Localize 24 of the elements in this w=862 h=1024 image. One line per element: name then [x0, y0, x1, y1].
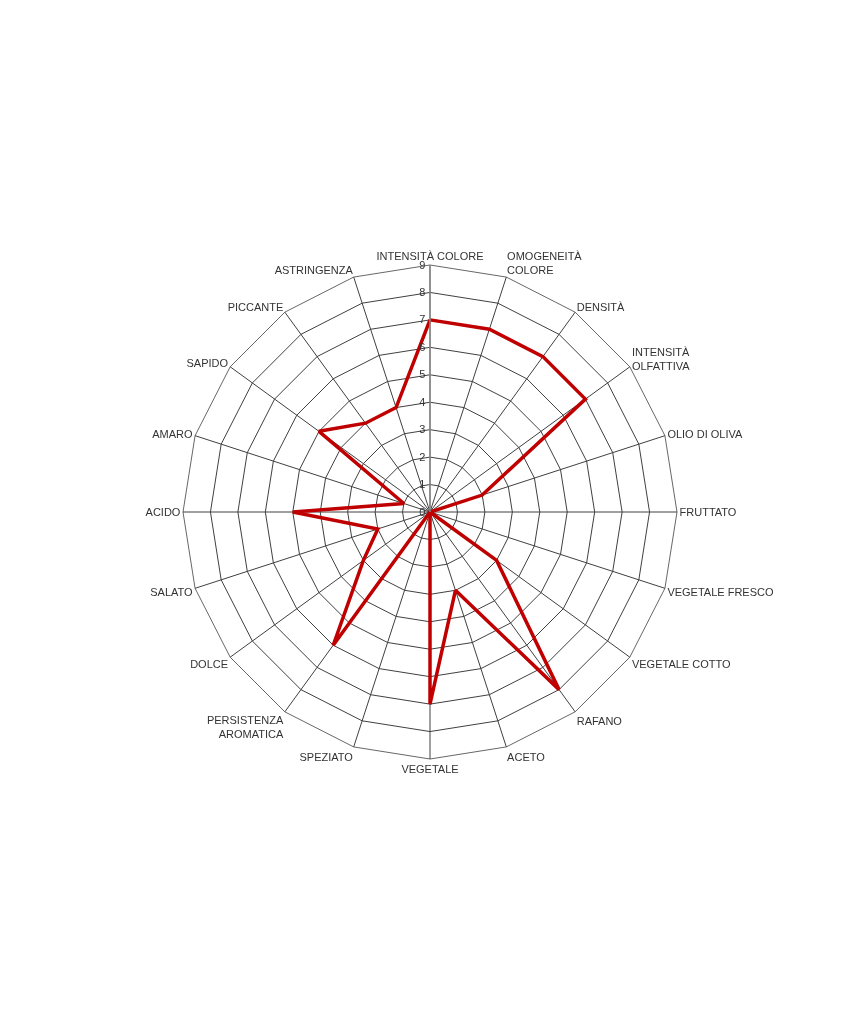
spoke-label: ACETO: [507, 751, 546, 764]
spoke-label: AMARO: [152, 427, 194, 440]
spoke-label: VEGETALE FRESCO: [667, 586, 774, 599]
spoke-label: PERSISTENZA AROMATICA: [206, 713, 284, 741]
spoke-label: SALATO: [150, 586, 194, 599]
spoke-label: RAFANO: [576, 715, 623, 728]
spoke-label: INTENSITÀ OLFATTIVA: [631, 345, 691, 373]
y-tick-label: 3: [419, 423, 426, 436]
spoke-label: SAPIDO: [186, 357, 229, 370]
y-tick-label: 1: [419, 478, 426, 491]
spoke-label: SPEZIATO: [299, 751, 354, 764]
spoke-label: DOLCE: [190, 658, 229, 671]
spoke-label: OMOGENEITÀ COLORE: [507, 249, 583, 277]
y-tick-label: 5: [419, 368, 426, 381]
spoke-label: VEGETALE: [401, 762, 459, 775]
spoke-label: OLIO DI OLIVA: [667, 427, 744, 440]
spoke-label: PICCANTE: [227, 300, 284, 313]
spoke-label: DENSITÀ: [576, 300, 626, 313]
spoke-label: ASTRINGENZA: [274, 263, 354, 276]
y-tick-label: 6: [419, 340, 426, 353]
spoke-label: VEGETALE COTTO: [631, 658, 731, 671]
spoke-label: FRUTTATO: [679, 505, 737, 518]
y-tick-label: 7: [419, 313, 426, 326]
spoke-label: ACIDO: [145, 505, 181, 518]
